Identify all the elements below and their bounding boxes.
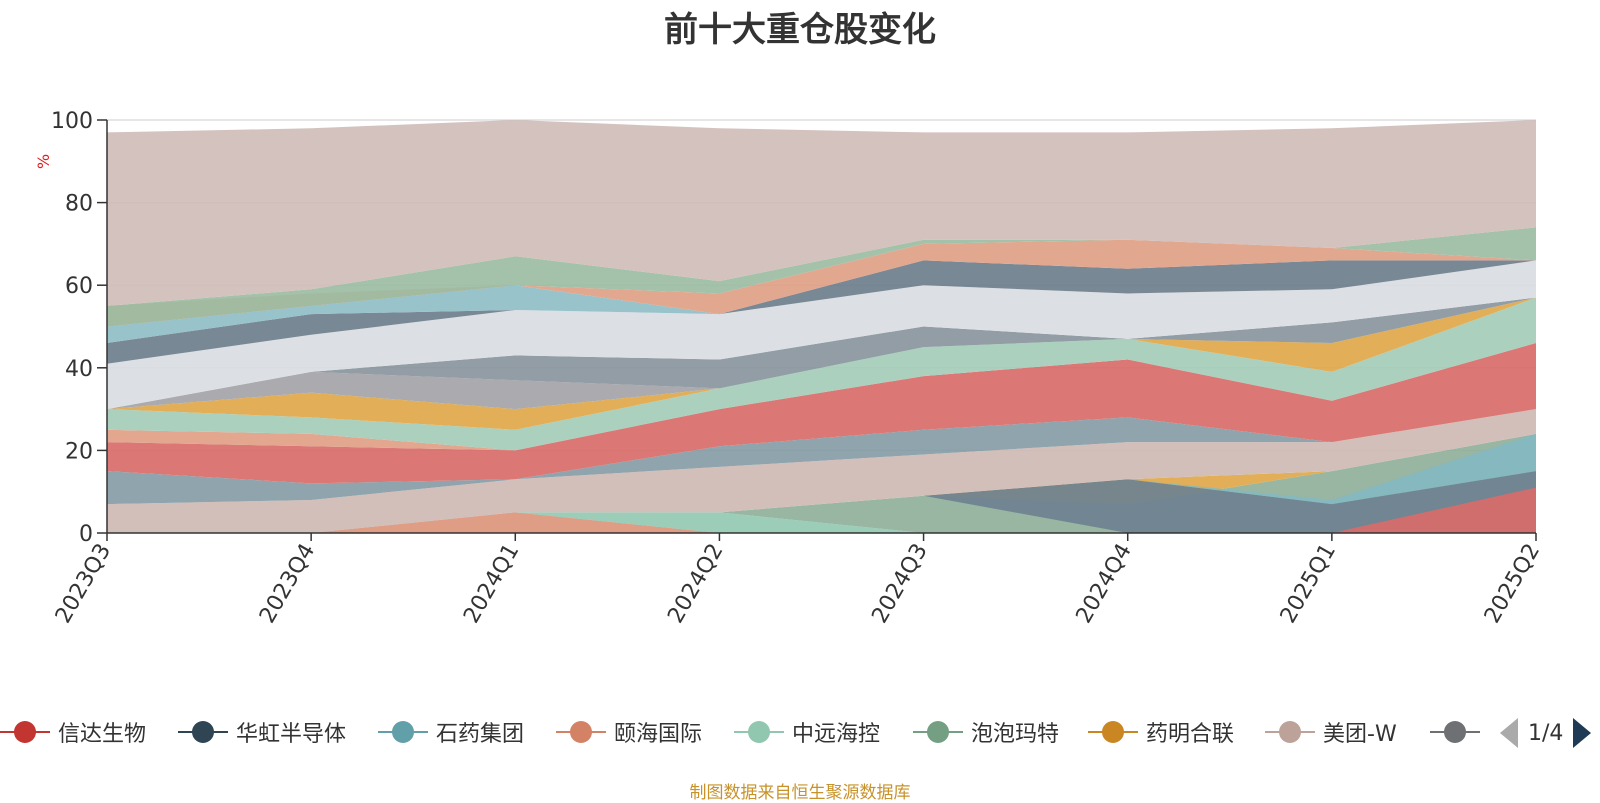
area-band-10	[107, 343, 1536, 484]
area-band-21	[107, 120, 1536, 306]
area-band-7	[107, 479, 1536, 533]
area-band-14	[107, 297, 1536, 410]
legend-swatch-icon	[178, 719, 228, 745]
y-tick-label: 0	[79, 522, 93, 547]
area-band-16	[107, 260, 1536, 410]
x-tick-label: 2024Q1	[459, 540, 524, 628]
area-band-19	[107, 239, 1536, 327]
area-band-9	[107, 409, 1536, 505]
legend-prev-page-icon[interactable]	[1500, 718, 1518, 748]
area-band-1	[107, 512, 1536, 533]
legend-item[interactable]	[1430, 712, 1488, 752]
legend-item[interactable]: 颐海国际	[556, 712, 702, 752]
legend-swatch-icon	[734, 719, 784, 745]
x-tick-label: 2024Q2	[663, 540, 728, 628]
y-tick-label: 20	[65, 439, 93, 464]
legend-label: 颐海国际	[614, 722, 703, 747]
y-tick-label: 40	[65, 357, 93, 382]
legend-swatch-icon	[378, 719, 428, 745]
legend: 信达生物 华虹半导体 石药集团 颐海国际 中远海控 泡泡玛特 药明合联 美团-W	[0, 712, 1600, 752]
area-chart: 0 20 40 60 80 100 2023Q3 2023Q4 2024Q1 2024Q2 2024…	[51, 109, 1545, 628]
legend-label: 泡泡玛特	[971, 722, 1060, 747]
y-tick-label: 60	[65, 274, 93, 299]
legend-item[interactable]: 石药集团	[378, 712, 524, 752]
x-tick-label: 2023Q4	[255, 540, 320, 628]
area-band-18	[107, 260, 1536, 343]
x-tick-label: 2024Q3	[867, 540, 932, 628]
legend-label: 中远海控	[792, 722, 881, 747]
legend-swatch-icon	[0, 719, 50, 745]
area-band-20	[107, 227, 1536, 327]
legend-swatch-icon	[556, 719, 606, 745]
legend-swatch-icon	[913, 719, 963, 745]
legend-item[interactable]: 信达生物	[0, 712, 146, 752]
legend-swatch-icon	[1265, 719, 1315, 745]
area-band-12	[107, 297, 1536, 451]
chart-title: 前十大重仓股变化	[664, 10, 936, 50]
legend-item[interactable]: 华虹半导体	[178, 712, 346, 752]
area-band-8	[107, 409, 1536, 533]
legend-label: 华虹半导体	[236, 722, 347, 747]
area-bands	[107, 120, 1536, 533]
legend-label: 石药集团	[436, 722, 525, 747]
y-tick-label: 80	[65, 192, 93, 217]
legend-item[interactable]: 中远海控	[734, 712, 880, 752]
legend-item[interactable]: 美团-W	[1265, 712, 1397, 752]
legend-page-indicator: 1/4	[1528, 720, 1564, 746]
legend-label: 美团-W	[1323, 722, 1397, 747]
area-band-15	[107, 297, 1536, 410]
legend-pager: 1/4	[1500, 718, 1592, 748]
legend-next-page-icon[interactable]	[1573, 718, 1592, 748]
legend-item[interactable]: 药明合联	[1088, 712, 1234, 752]
area-band-5	[107, 471, 1536, 533]
x-tick-label: 2025Q1	[1276, 540, 1341, 628]
y-tick-label: 100	[51, 109, 93, 134]
area-band-17	[107, 260, 1536, 364]
x-tick-label: 2024Q4	[1072, 540, 1137, 628]
legend-label: 信达生物	[58, 722, 147, 747]
legend-swatch-icon	[1430, 719, 1480, 745]
area-band-11	[107, 343, 1536, 451]
x-tick-label: 2025Q2	[1480, 540, 1545, 628]
legend-label: 药明合联	[1146, 722, 1235, 747]
legend-item[interactable]: 泡泡玛特	[913, 712, 1059, 752]
x-tick-label: 2023Q3	[51, 540, 116, 628]
data-source-note: 制图数据来自恒生聚源数据库	[689, 783, 911, 803]
legend-swatch-icon	[1088, 719, 1138, 745]
area-band-4	[107, 433, 1536, 533]
